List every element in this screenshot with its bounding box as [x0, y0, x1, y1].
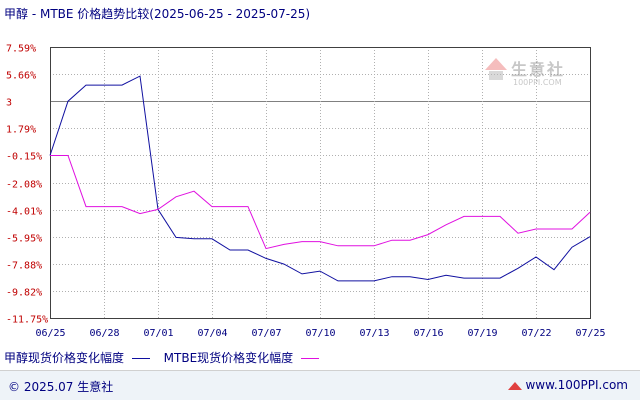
y-tick-label: -0.15%	[6, 152, 42, 163]
x-tick-label: 06/25	[35, 328, 65, 339]
logo-icon	[508, 381, 523, 390]
y-tick-label: 3	[6, 98, 12, 109]
x-tick-label: 07/22	[521, 328, 551, 339]
y-tick-label: 7.59%	[6, 44, 36, 55]
footer-link[interactable]: www.100PPI.com	[508, 378, 628, 392]
plot-frame	[50, 47, 591, 319]
x-tick-label: 06/28	[89, 328, 119, 339]
series-line-2	[50, 155, 591, 250]
legend: 甲醇现货价格变化幅度 MTBE现货价格变化幅度	[4, 349, 329, 366]
y-tick-label: -11.75%	[6, 315, 48, 326]
legend-swatch-series-1	[131, 358, 150, 359]
y-tick-label: -7.88%	[6, 261, 42, 272]
x-tick-label: 07/01	[143, 328, 173, 339]
house-icon	[485, 58, 507, 70]
x-tick-label: 07/13	[359, 328, 389, 339]
y-tick-label: 1.79%	[6, 125, 36, 136]
x-tick-label: 07/07	[251, 328, 281, 339]
x-tick-label: 07/19	[467, 328, 497, 339]
series-layer	[49, 75, 591, 282]
legend-swatch-series-2	[301, 358, 319, 359]
footer-divider	[0, 370, 640, 371]
y-tick-label: -5.95%	[6, 234, 42, 245]
y-tick-label: -2.08%	[6, 180, 42, 191]
y-tick-label: -4.01%	[6, 207, 42, 218]
x-tick-label: 07/04	[197, 328, 227, 339]
watermark-logo: 生意社 100PPI.COM	[481, 54, 581, 94]
y-tick-label: 5.66%	[6, 71, 36, 82]
legend-item-series-2: MTBE现货价格变化幅度	[164, 349, 319, 366]
series-line-1	[49, 75, 591, 282]
legend-label-series-2: MTBE现货价格变化幅度	[163, 351, 294, 365]
chart-title: 甲醇 - MTBE 价格趋势比较(2025-06-25 - 2025-07-25…	[4, 7, 311, 21]
watermark-name: 生意社	[511, 60, 566, 79]
copyright-text: © 2025.07 生意社	[8, 380, 114, 394]
watermark-url: 100PPI.COM	[513, 78, 562, 87]
axis-layer	[50, 47, 591, 319]
x-tick-label: 07/25	[575, 328, 605, 339]
y-tick-label: -9.82%	[6, 288, 42, 299]
x-tick-label: 07/10	[305, 328, 335, 339]
legend-item-series-1: 甲醇现货价格变化幅度	[4, 349, 150, 366]
x-tick-label: 07/16	[413, 328, 443, 339]
chart: 7.59% 5.66% 3 1.79% -0.15% -2.08% -4.01% -5.95%…	[6, 44, 606, 340]
footer-url-text: www.100PPI.com	[525, 378, 628, 392]
label-layer: 7.59% 5.66% 3 1.79% -0.15% -2.08% -4.01% -5.95%…	[6, 44, 606, 340]
legend-label-series-1: 甲醇现货价格变化幅度	[4, 351, 125, 365]
house-base-icon	[489, 71, 503, 80]
footer: © 2025.07 生意社 www.100PPI.com	[0, 371, 640, 400]
